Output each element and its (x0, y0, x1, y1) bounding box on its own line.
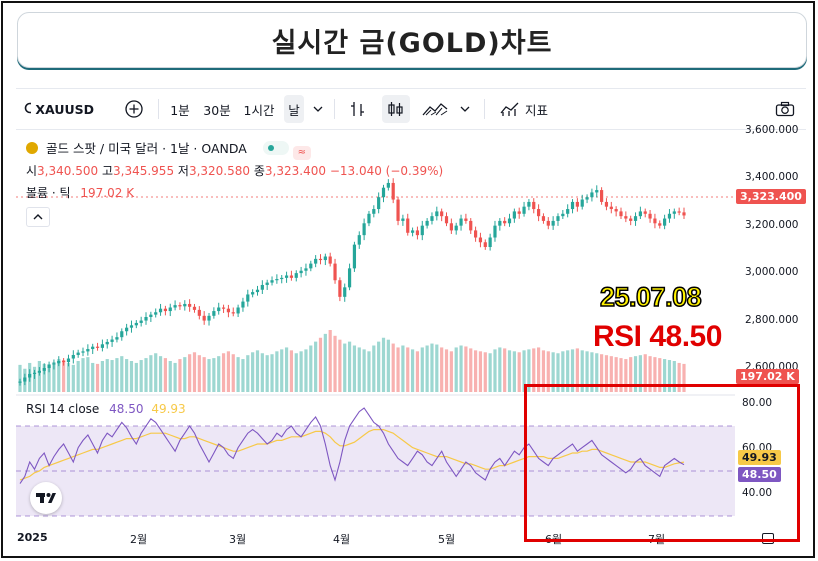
highlight-box (524, 384, 800, 542)
indicators-label: 지표 (524, 102, 548, 118)
volume-value: 197.02 K (80, 186, 135, 200)
low-label: 저 (177, 164, 189, 178)
high-value: 3,345.955 (113, 164, 175, 178)
tradingview-logo-icon (36, 493, 56, 503)
timeframe-1m[interactable]: 1분 (170, 102, 190, 118)
price-tick: 3,400.000 (745, 171, 799, 183)
close-value: 3,323.400 (264, 164, 326, 178)
price-tick: 3,600.000 (745, 124, 799, 136)
price-tick: 2,800.000 (745, 314, 799, 326)
candle-style-button[interactable] (382, 95, 410, 123)
rsi-annotation: RSI 48.50 (593, 320, 722, 353)
x-tick: 4월 (333, 533, 351, 546)
ohlc-row: 시3,340.500 고3,345.955 저3,320.580 종3,323.… (26, 162, 443, 179)
settings-toggle-icon[interactable] (762, 533, 774, 544)
area-style-button[interactable] (418, 89, 452, 129)
timeframe-dropdown[interactable] (308, 89, 328, 129)
gold-coin-icon (26, 142, 38, 154)
snapshot-button[interactable] (772, 89, 798, 129)
rsi-legend: RSI 14 close 48.50 49.93 (26, 402, 186, 416)
low-value: 3,320.580 (188, 164, 251, 178)
market-open-dot (262, 141, 289, 155)
page-title: 실시간 금(GOLD)차트 (271, 27, 553, 59)
chevron-down-icon (313, 106, 323, 112)
high-label: 고 (101, 164, 113, 178)
bar-style-button[interactable] (346, 89, 370, 129)
instrument-name: 골드 스팟 / 미국 달러 · 1날 · OANDA (45, 141, 247, 156)
rsi-label: RSI 14 close (26, 402, 100, 416)
chevron-up-icon (33, 214, 43, 220)
rsi-tag: 48.50 (738, 467, 781, 482)
compare-button[interactable] (122, 89, 146, 129)
symbol-search-button[interactable]: XAUUSD (24, 89, 94, 129)
x-tick: 2025 (17, 531, 48, 544)
rsi-tick: 80.00 (742, 397, 773, 409)
plus-circle-icon (125, 100, 143, 118)
last-price-tag: 3,323.400 (736, 189, 806, 204)
x-tick: 5월 (438, 533, 456, 546)
timeframe-day[interactable]: 날 (284, 95, 304, 123)
candles-icon (388, 102, 403, 116)
close-label: 종 (253, 164, 265, 178)
rsi-value: 48.50 (109, 402, 144, 416)
chart-toolbar: XAUUSD 1분 30분 1시간 날 지표 (16, 88, 806, 130)
area-chart-icon (422, 103, 448, 116)
chevron-down-icon (460, 106, 470, 112)
bars-icon (351, 102, 364, 116)
indicators-button[interactable]: 지표 (494, 89, 554, 129)
tradingview-logo[interactable] (30, 482, 62, 514)
indicators-icon (500, 102, 519, 116)
symbol-label: XAUUSD (35, 101, 94, 117)
chart-style-dropdown[interactable] (456, 89, 474, 129)
price-tick: 3,200.000 (745, 219, 799, 231)
camera-icon (775, 101, 795, 117)
timeframe-30m[interactable]: 30분 (203, 102, 231, 118)
collapse-legend-button[interactable] (26, 207, 50, 227)
instrument-row: 골드 스팟 / 미국 달러 · 1날 · OANDA ≈ (26, 138, 311, 160)
delay-badge: ≈ (292, 146, 311, 160)
x-tick: 2월 (130, 533, 148, 546)
price-tick: 3,000.000 (745, 266, 799, 278)
search-icon (24, 102, 32, 114)
date-annotation: 25.07.08 (599, 281, 702, 313)
page-title-box: 실시간 금(GOLD)차트 (17, 12, 807, 68)
open-value: 3,340.500 (37, 164, 99, 178)
rsi-tick: 40.00 (742, 487, 773, 499)
volume-legend: 볼륨 · 틱 197.02 K (26, 184, 134, 201)
x-tick: 3월 (229, 533, 247, 546)
volume-label: 볼륨 · 틱 (26, 186, 71, 200)
open-label: 시 (26, 164, 38, 178)
rsi-ma-value: 49.93 (151, 402, 186, 416)
change-value: −13.040 (−0.39%) (329, 164, 444, 178)
timeframe-1h[interactable]: 1시간 (243, 102, 275, 118)
volume-tag: 197.02 K (736, 369, 799, 384)
rsi-ma-tag: 49.93 (738, 450, 781, 465)
